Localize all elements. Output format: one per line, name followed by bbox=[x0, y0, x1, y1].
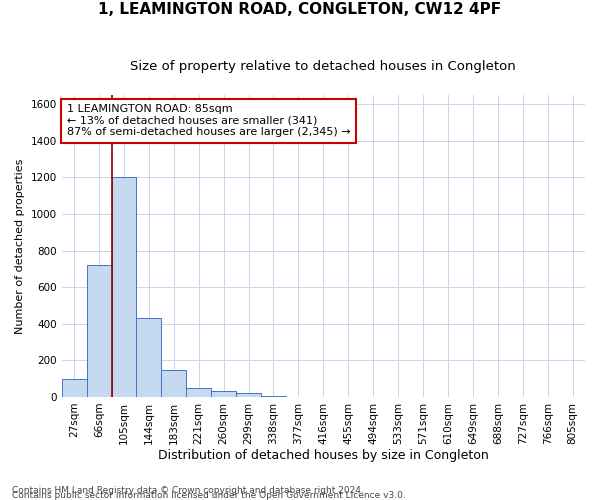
Bar bbox=[186, 388, 211, 397]
Text: Contains public sector information licensed under the Open Government Licence v3: Contains public sector information licen… bbox=[12, 491, 406, 500]
Text: 1 LEAMINGTON ROAD: 85sqm
← 13% of detached houses are smaller (341)
87% of semi-: 1 LEAMINGTON ROAD: 85sqm ← 13% of detach… bbox=[67, 104, 350, 138]
Bar bbox=[161, 370, 186, 397]
Bar bbox=[236, 394, 261, 397]
Text: 1, LEAMINGTON ROAD, CONGLETON, CW12 4PF: 1, LEAMINGTON ROAD, CONGLETON, CW12 4PF bbox=[98, 2, 502, 18]
Bar bbox=[62, 378, 86, 397]
Bar bbox=[211, 392, 236, 397]
X-axis label: Distribution of detached houses by size in Congleton: Distribution of detached houses by size … bbox=[158, 450, 489, 462]
Bar bbox=[136, 318, 161, 397]
Title: Size of property relative to detached houses in Congleton: Size of property relative to detached ho… bbox=[130, 60, 516, 73]
Y-axis label: Number of detached properties: Number of detached properties bbox=[15, 158, 25, 334]
Bar bbox=[261, 396, 286, 397]
Bar bbox=[86, 265, 112, 397]
Text: Contains HM Land Registry data © Crown copyright and database right 2024.: Contains HM Land Registry data © Crown c… bbox=[12, 486, 364, 495]
Bar bbox=[112, 178, 136, 397]
